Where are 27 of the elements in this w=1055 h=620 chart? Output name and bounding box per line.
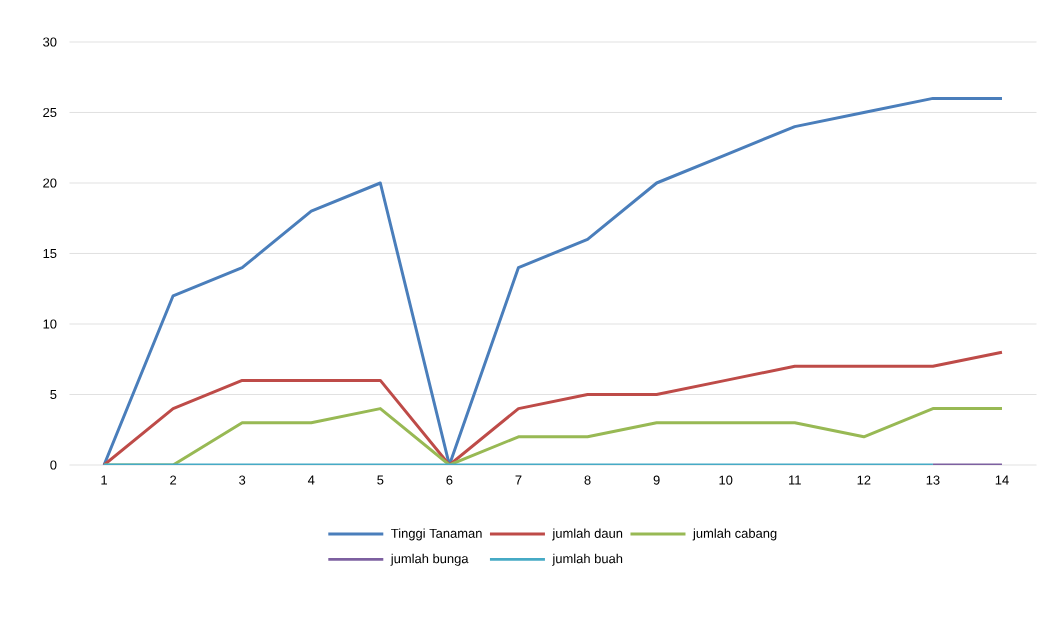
y-tick-label: 15: [43, 248, 57, 259]
legend-label: Tinggi Tanaman: [391, 528, 482, 541]
x-tick-label: 13: [926, 475, 940, 485]
x-tick-label: 3: [239, 475, 246, 485]
y-tick-label: 0: [50, 460, 57, 470]
x-tick-label: 4: [307, 475, 315, 485]
x-tick-label: 12: [857, 475, 871, 485]
y-tick-label: 10: [43, 319, 57, 329]
x-tick-label: 10: [719, 475, 733, 485]
x-tick-label: 9: [653, 475, 660, 485]
y-tick-label: 5: [50, 389, 57, 400]
x-tick-label: 11: [789, 475, 801, 485]
y-tick-label: 30: [43, 37, 57, 47]
x-tick-label: 7: [515, 475, 522, 485]
legend-label: jumlah daun: [552, 528, 623, 541]
x-tick-label: 5: [377, 475, 384, 485]
x-tick-label: 14: [995, 475, 1009, 485]
x-tick-label: 8: [584, 475, 591, 485]
legend-label: jumlah buah: [552, 553, 623, 566]
line-series: [102, 96, 1004, 465]
x-tick-label: 6: [446, 475, 453, 485]
legend-label: jumlah bunga: [390, 553, 469, 566]
x-tick-label: 1: [101, 475, 108, 485]
y-tick-label: 25: [43, 107, 57, 118]
x-tick-label: 2: [170, 475, 177, 485]
legend-label: jumlah cabang: [692, 528, 777, 541]
y-tick-label: 20: [43, 178, 57, 188]
